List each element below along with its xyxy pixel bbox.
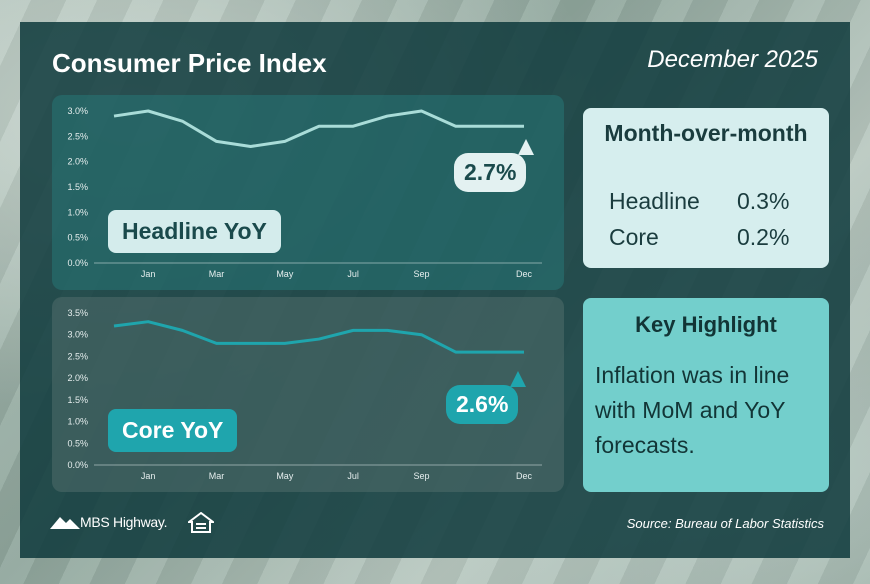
core-y-tick-label: 3.0% — [67, 330, 88, 340]
headline-x-tick-label: Dec — [516, 269, 533, 279]
headline-x-tick-label: Sep — [413, 269, 429, 279]
logo-text: MBS Highway. — [80, 514, 168, 530]
equal-housing-icon — [188, 512, 214, 533]
core-x-tick-label: Jan — [141, 471, 156, 481]
headline-y-tick-label: 1.5% — [67, 182, 88, 192]
headline-y-tick-label: 2.0% — [67, 157, 88, 167]
headline-x-tick-label: Jan — [141, 269, 156, 279]
core-x-tick-label: Jul — [347, 471, 359, 481]
report-date: December 2025 — [647, 46, 818, 73]
mountain-icon — [50, 517, 80, 529]
core-chart: 0.0% 0.5% 1.0% 1.5% 2.0% 2.5% 3.0% 3.5% Jan Mar Ma… — [67, 308, 542, 481]
headline-y-tick-label: 3.0% — [67, 106, 88, 116]
page-title: Consumer Price Index — [52, 48, 327, 78]
headline-latest-value: 2.7% — [454, 153, 527, 192]
core-chart-card: 0.0% 0.5% 1.0% 1.5% 2.0% 2.5% 3.0% 3.5% Jan Mar Ma… — [52, 297, 564, 492]
headline-x-tick-label: Jul — [347, 269, 359, 279]
headline-y-tick-label: 0.5% — [67, 233, 88, 243]
headline-chart-card: 0.0% 0.5% 1.0% 1.5% 2.0% 2.5% 3.0% Jan Mar May Jul… — [52, 95, 564, 290]
mbs-highway-logo: MBS Highway. — [50, 514, 167, 530]
key-highlight-body: Inflation was in line with MoM and YoY f… — [595, 362, 790, 458]
mom-row-core: Core 0.2% — [609, 224, 809, 251]
source-note: Source: Bureau of Labor Statistics — [626, 516, 824, 531]
headline-y-tick-label: 0.0% — [67, 258, 88, 268]
headline-y-tick-label: 2.5% — [67, 131, 88, 141]
mom-row-name: Headline — [609, 188, 700, 214]
mom-title: Month-over-month — [604, 120, 808, 146]
core-x-tick-label: May — [276, 471, 294, 481]
infographic-panel: Consumer Price Index December 2025 0.0% 0… — [20, 22, 850, 558]
mom-row-headline: Headline 0.3% — [609, 188, 809, 215]
headline-series-line — [113, 109, 524, 148]
core-x-tick-label: Sep — [413, 471, 429, 481]
core-y-tick-label: 0.0% — [67, 460, 88, 470]
core-y-tick-label: 1.5% — [67, 395, 88, 405]
core-bubble-tail — [510, 371, 526, 387]
mom-row-value: 0.2% — [737, 224, 790, 250]
core-latest-value: 2.6% — [446, 385, 519, 424]
core-chart-label: Core YoY — [108, 409, 238, 452]
core-x-tick-label: Dec — [516, 471, 533, 481]
mom-row-name: Core — [609, 224, 659, 250]
headline-x-tick-label: May — [276, 269, 294, 279]
headline-chart: 0.0% 0.5% 1.0% 1.5% 2.0% 2.5% 3.0% Jan Mar May Jul… — [67, 106, 542, 279]
headline-chart-label: Headline YoY — [108, 210, 281, 253]
core-y-tick-label: 2.0% — [67, 373, 88, 383]
key-highlight-title: Key Highlight — [635, 312, 777, 337]
core-y-tick-label: 3.5% — [67, 308, 88, 318]
core-y-tick-label: 0.5% — [67, 438, 88, 448]
core-series-line — [113, 320, 524, 354]
headline-bubble-tail — [518, 139, 534, 155]
mom-card: Month-over-month Headline 0.3% Core 0.2% — [583, 108, 829, 268]
core-y-tick-label: 2.5% — [67, 351, 88, 361]
core-y-tick-label: 1.0% — [67, 417, 88, 427]
headline-y-tick-label: 1.0% — [67, 207, 88, 217]
key-highlight-card: Key Highlight Inflation was in line with… — [583, 298, 829, 492]
mom-row-value: 0.3% — [737, 188, 790, 214]
headline-x-tick-label: Mar — [209, 269, 225, 279]
core-x-tick-label: Mar — [209, 471, 225, 481]
